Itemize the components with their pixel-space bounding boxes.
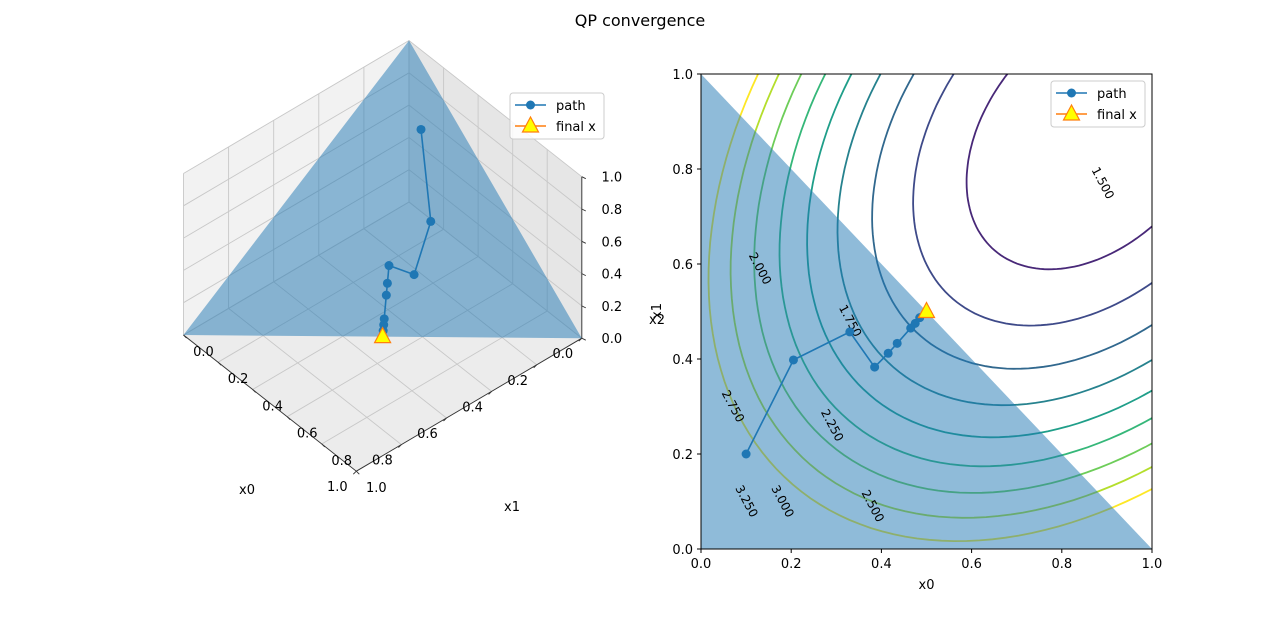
- tick-label-x0-2d: 0.2: [781, 557, 802, 572]
- tick-label-x1-2d: 0.4: [672, 353, 693, 368]
- tick-label-x1-2d: 0.8: [672, 163, 693, 178]
- tick-label-x1: 1.0: [366, 481, 387, 496]
- tick-x2: [581, 176, 587, 180]
- x1-axis-label: x1: [504, 500, 520, 515]
- tick-label-x0: 0.4: [462, 400, 483, 415]
- plot-frame: [700, 73, 1153, 550]
- tick-label-x1: 0.6: [297, 427, 318, 442]
- tick-x0: [443, 417, 447, 422]
- path-point-3d: [409, 270, 419, 280]
- tick-label-x2: 1.0: [601, 171, 622, 186]
- feasible-simplex: [183, 40, 582, 339]
- final-point-2d: [917, 301, 936, 319]
- tick-label-x0-2d: 0.4: [871, 557, 892, 572]
- tick-label-x2: 0.8: [601, 203, 622, 218]
- contour-line: [912, 74, 1152, 327]
- path-point-3d: [382, 278, 392, 288]
- tick-label-x1-2d: 1.0: [672, 68, 693, 83]
- contour-line: [965, 74, 1152, 271]
- axes-3d: 0.0 0.2 0.4 0.6 0.8 1.0 0.0 0.2 0.4 0.6 0.8 1.0 0.0 0…: [183, 39, 665, 515]
- tick-label-x2: 0.4: [601, 268, 622, 283]
- path-point-3d: [426, 216, 436, 226]
- tick-x2: [581, 208, 587, 212]
- tick-label-x0-2d: 0.0: [691, 557, 712, 572]
- tick-label-x1-2d: 0.0: [672, 543, 693, 558]
- final-point-3d: [373, 326, 392, 344]
- legend-label-path: path: [556, 99, 586, 114]
- x1-axis-label-2d: x1: [650, 303, 665, 319]
- tick-x0: [488, 391, 492, 395]
- legend-path-marker-2d: [1067, 88, 1076, 98]
- tick-x1: [252, 389, 256, 393]
- legend-label-final-2d: final x: [1097, 108, 1137, 123]
- tick-label-x2: 0.2: [601, 300, 622, 315]
- path-point-2d: [892, 338, 902, 348]
- legend-2d: path final x: [1050, 80, 1146, 128]
- tick-label-x2: 0.6: [601, 235, 622, 250]
- tick-label-x0: 0.2: [507, 374, 528, 389]
- axis-line-x1: [183, 334, 357, 472]
- path-point-2d: [788, 355, 798, 365]
- tick-x0: [352, 470, 357, 475]
- tick-x1: [321, 443, 326, 448]
- legend-3d: path final x: [509, 92, 605, 140]
- x0-axis-label: x0: [239, 483, 255, 498]
- tick-label-x1: 0.4: [262, 399, 283, 414]
- tick-x2: [581, 273, 587, 277]
- tick-x2: [581, 240, 587, 244]
- tick-x1: [286, 416, 291, 421]
- tick-x1: [217, 361, 222, 366]
- tick-label-x0-2d: 1.0: [1142, 557, 1163, 572]
- tick-label-x1: 0.0: [193, 345, 214, 360]
- path-point-3d: [384, 261, 394, 271]
- legend-final-marker: [521, 115, 540, 133]
- tick-label-x0: 0.6: [417, 427, 438, 442]
- tick-label-x0: 1.0: [327, 480, 348, 495]
- tick-x2: [581, 305, 587, 309]
- tick-x1: [355, 470, 360, 475]
- path-point-2d: [883, 348, 893, 358]
- tick-x1: [183, 334, 187, 339]
- legend-label-final: final x: [556, 120, 596, 135]
- axis-line-x0: [356, 337, 583, 472]
- legend-label-path-2d: path: [1097, 87, 1127, 102]
- tick-x0: [578, 337, 583, 342]
- tick-label-x1: 0.2: [228, 372, 249, 387]
- x2-axis-label: x2: [649, 313, 665, 328]
- tick-label-x0: 0.0: [552, 347, 573, 362]
- tick-label-x2: 0.0: [601, 332, 622, 347]
- tick-label-x0: 0.8: [372, 454, 393, 469]
- legend-path-marker: [526, 100, 535, 110]
- tick-x2: [581, 337, 587, 341]
- tick-x0: [398, 444, 402, 448]
- tick-label-x1: 0.8: [331, 454, 352, 469]
- tick-label-x1-2d: 0.6: [672, 258, 693, 273]
- x0-axis-label-2d: x0: [919, 578, 935, 593]
- path-point-3d: [381, 290, 391, 300]
- path-point-3d: [416, 124, 426, 134]
- path-point-2d: [870, 362, 880, 372]
- legend-final-marker-2d: [1062, 103, 1081, 121]
- tick-x0: [533, 364, 538, 369]
- tick-label-x0-2d: 0.8: [1051, 557, 1072, 572]
- path-point-2d: [741, 449, 751, 459]
- path-point-2d: [845, 327, 855, 337]
- axes-contour: 1.5001.7502.0002.2502.5002.7503.0003.250…: [650, 68, 1163, 593]
- figure-title: QP convergence: [575, 11, 705, 30]
- tick-label-x1-2d: 0.2: [672, 448, 693, 463]
- tick-label-x0-2d: 0.6: [961, 557, 982, 572]
